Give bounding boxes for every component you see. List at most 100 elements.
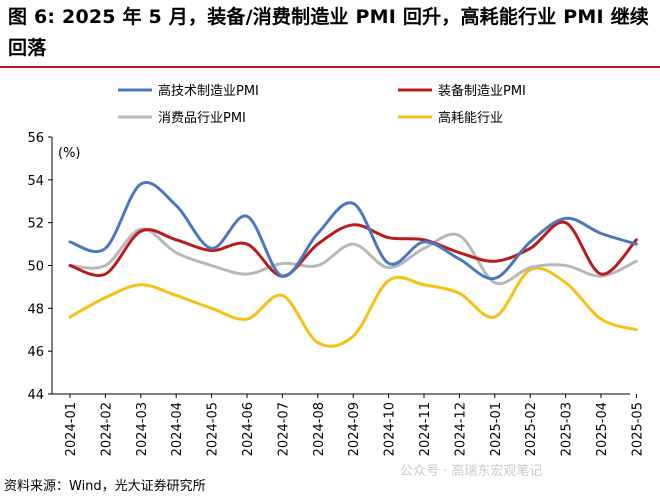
data-point: [600, 273, 602, 275]
title-divider: [0, 66, 660, 68]
data-point: [281, 294, 283, 297]
y-unit-label: (%): [58, 146, 81, 161]
x-tick-label: 2024-06: [241, 402, 256, 456]
data-point: [175, 204, 177, 207]
series-0: [68, 181, 638, 281]
data-point: [388, 279, 390, 282]
series-line: [68, 227, 638, 286]
source-note: 资料来源：Wind，光大证券研究所: [4, 479, 206, 494]
data-point: [423, 284, 425, 286]
data-point: [529, 269, 531, 271]
data-point: [600, 232, 602, 234]
data-point: [317, 243, 319, 245]
data-point: [600, 275, 602, 277]
data-point: [317, 232, 319, 234]
data-point: [69, 264, 71, 267]
x-tick-label: 2025-04: [595, 402, 610, 456]
data-point: [529, 241, 531, 243]
data-point: [423, 241, 425, 243]
series-2: [68, 227, 638, 286]
legend: 高技术制造业PMI 装备制造业PMI 消费品行业PMI 高耗能行业: [118, 83, 526, 126]
data-point: [423, 239, 425, 241]
y-tick-label: 46: [27, 345, 44, 360]
x-tick-label: 2024-09: [347, 402, 362, 456]
data-point: [281, 262, 283, 264]
legend-item: 消费品行业PMI: [118, 111, 246, 126]
data-point: [458, 292, 460, 294]
y-tick-labels: 44 46 48 50 52 54 56: [27, 131, 52, 403]
data-point: [352, 243, 354, 245]
data-point: [175, 239, 177, 241]
data-point: [317, 342, 319, 344]
data-point: [494, 260, 496, 262]
y-tick-label: 54: [27, 174, 44, 189]
series-1: [68, 220, 638, 278]
data-point: [494, 282, 496, 284]
data-point: [529, 247, 531, 249]
x-tick-label: 2025-03: [560, 402, 575, 456]
data-point: [494, 277, 496, 279]
series-line: [68, 266, 638, 348]
data-point: [211, 264, 213, 267]
x-tick-label: 2024-11: [418, 402, 433, 456]
data-point: [352, 224, 354, 226]
data-point: [140, 228, 142, 230]
data-point: [104, 264, 106, 267]
data-point: [352, 335, 354, 337]
x-tick-label: 2024-08: [312, 402, 327, 456]
data-point: [565, 264, 567, 267]
data-point: [565, 217, 567, 219]
data-point: [565, 222, 567, 224]
data-point: [246, 215, 248, 217]
x-tick-label: 2024-12: [453, 402, 468, 456]
y-tick-label: 44: [27, 388, 44, 403]
data-point: [69, 241, 71, 243]
data-point: [104, 297, 106, 299]
series-lines: [68, 181, 638, 348]
series-line: [68, 220, 638, 278]
x-tick-label: 2025-02: [524, 402, 539, 456]
x-tick-label: 2024-05: [206, 402, 221, 456]
data-point: [104, 273, 106, 275]
data-point: [211, 249, 213, 252]
data-point: [352, 202, 354, 204]
data-point: [635, 243, 638, 245]
data-point: [423, 247, 425, 249]
data-point: [388, 262, 390, 264]
data-point: [69, 316, 71, 318]
series-line: [68, 181, 638, 281]
data-point: [317, 264, 319, 267]
watermark: 公众号 · 高瑞东宏观笔记: [400, 464, 543, 479]
data-point: [565, 282, 567, 284]
data-point: [600, 318, 602, 320]
data-point: [529, 267, 531, 269]
legend-item: 高技术制造业PMI: [118, 83, 259, 99]
data-point: [458, 252, 460, 254]
data-point: [458, 258, 460, 260]
y-tick-label: 50: [27, 260, 44, 275]
data-point: [211, 307, 213, 309]
legend-label: 高技术制造业PMI: [158, 83, 259, 99]
data-point: [635, 329, 638, 331]
x-tick-label: 2024-10: [383, 402, 398, 456]
data-point: [175, 252, 177, 254]
legend-label: 消费品行业PMI: [158, 111, 246, 126]
legend-item: 高耗能行业: [398, 110, 503, 126]
x-tick-label: 2025-05: [630, 402, 645, 456]
x-tick-labels: 2024-01 2024-02 2024-03 2024-04 2024-05 2024-…: [64, 394, 645, 456]
data-point: [388, 237, 390, 239]
data-point: [175, 294, 177, 297]
data-point: [388, 267, 390, 269]
data-point: [635, 239, 638, 241]
legend-item: 装备制造业PMI: [398, 83, 526, 99]
data-point: [246, 243, 248, 245]
data-point: [246, 273, 248, 275]
data-point: [246, 318, 248, 320]
chart-title: 图 6: 2025 年 5 月，装备/消费制造业 PMI 回升，高耗能行业 PM…: [8, 6, 649, 59]
legend-label: 高耗能行业: [438, 110, 503, 126]
legend-label: 装备制造业PMI: [438, 83, 526, 99]
data-point: [211, 247, 213, 249]
data-point: [140, 284, 142, 286]
x-tick-label: 2024-03: [135, 402, 150, 456]
